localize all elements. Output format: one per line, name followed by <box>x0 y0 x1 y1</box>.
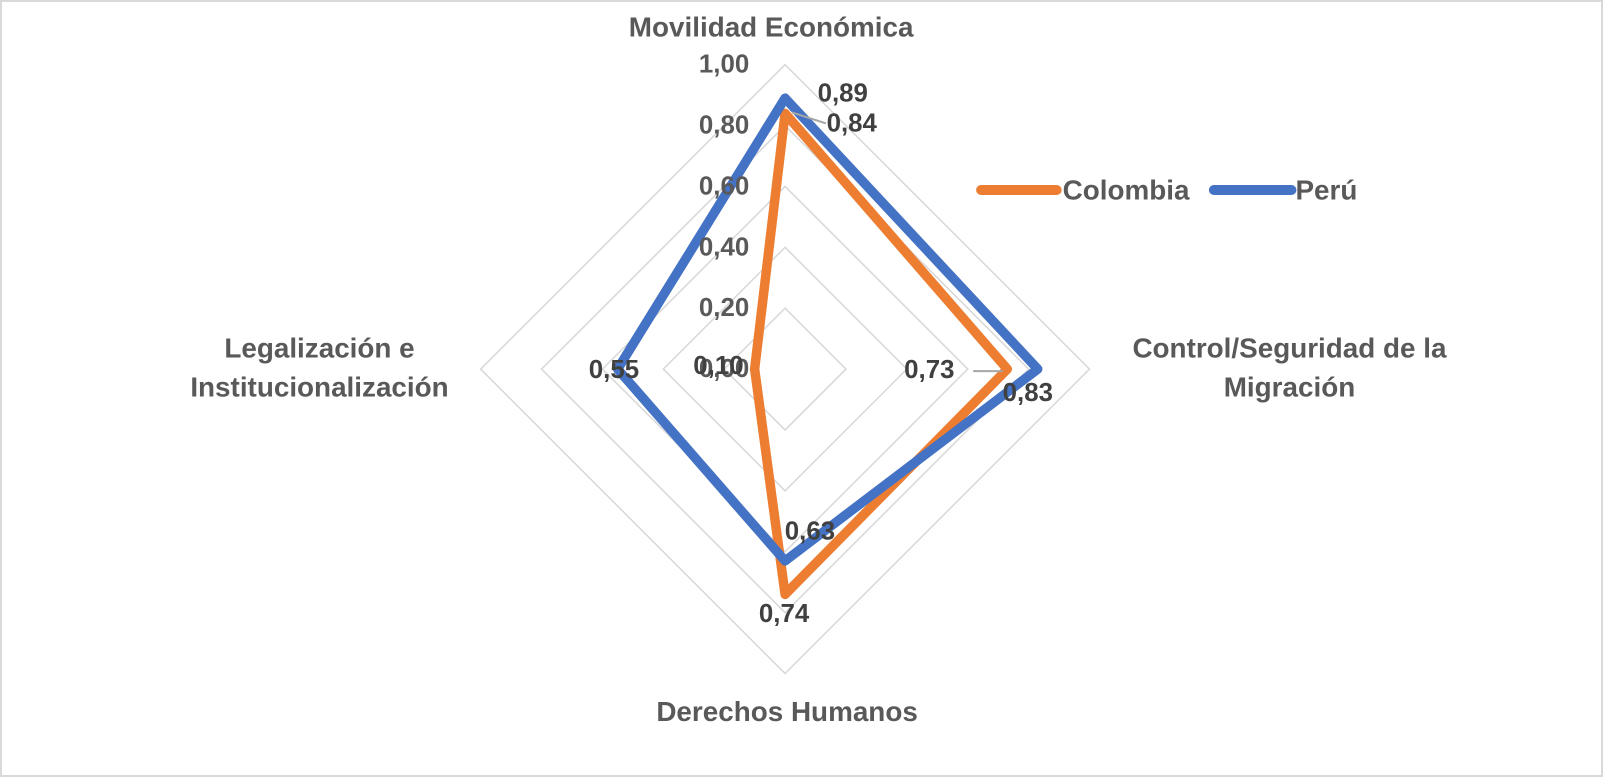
grid-ring <box>540 124 1030 614</box>
data-label-colombia-derechos: 0,74 <box>759 600 810 628</box>
data-label-perú-control: 0,83 <box>1003 379 1053 407</box>
series-line-perú <box>612 93 1043 566</box>
radial-tick-label: 0,00 <box>699 355 749 383</box>
radial-tick-label: 0,80 <box>699 112 749 140</box>
data-label-perú-derechos: 0,63 <box>785 517 835 545</box>
category-label-legalizacion: Institucionalización <box>190 372 448 403</box>
data-label-colombia-control: 0,73 <box>904 356 954 384</box>
category-label-control: Migración <box>1224 372 1355 403</box>
radial-tick-label: 0,60 <box>699 172 749 200</box>
data-label-perú-movilidad: 0,89 <box>818 80 868 108</box>
grid-ring <box>479 63 1091 675</box>
category-label-derechos: Derechos Humanos <box>656 696 918 727</box>
grid-ring <box>723 307 848 432</box>
data-label-perú-legalizacion: 0,55 <box>589 356 639 384</box>
series-line-colombia <box>749 108 1013 600</box>
category-label-movilidad: Movilidad Económica <box>629 11 914 42</box>
grid-ring <box>662 246 908 492</box>
data-label-colombia-movilidad: 0,84 <box>827 109 878 137</box>
legend-label-perú: Perú <box>1295 175 1357 206</box>
radial-tick-label: 1,00 <box>699 51 749 79</box>
leader-line <box>791 111 827 125</box>
data-label-colombia-legalizacion: 0,10 <box>693 352 743 380</box>
category-label-legalizacion: Legalización e <box>224 333 414 364</box>
radial-tick-label: 0,20 <box>699 294 749 322</box>
grid-ring <box>601 185 969 553</box>
legend-label-colombia: Colombia <box>1063 175 1190 206</box>
category-label-control: Control/Seguridad de la <box>1132 333 1447 364</box>
radial-tick-label: 0,40 <box>699 233 749 261</box>
